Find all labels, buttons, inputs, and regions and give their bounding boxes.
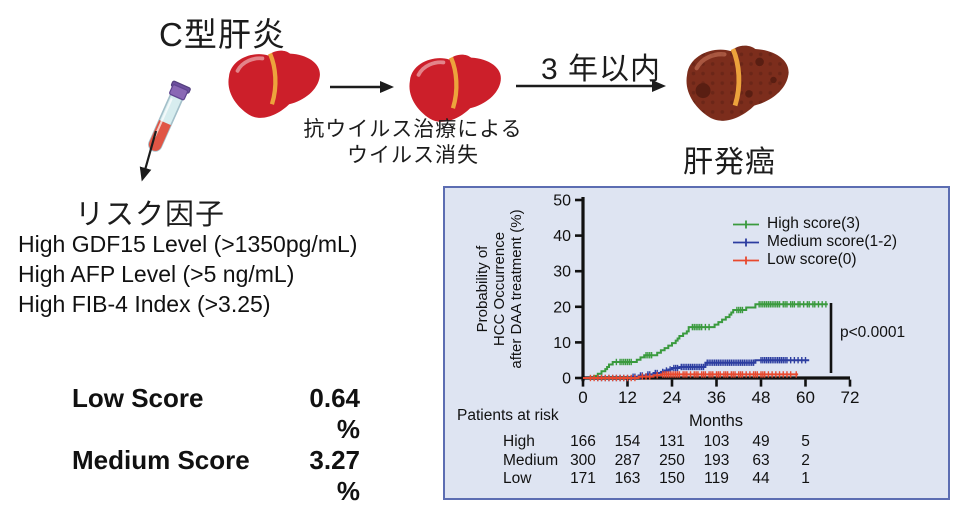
legend-marker-icon	[733, 256, 759, 264]
legend-item: High score(3)	[732, 215, 897, 233]
y-tick-label: 50	[553, 193, 571, 210]
y-tick-label: 10	[553, 335, 571, 352]
x-tick-label: 48	[752, 388, 771, 407]
y-tick-label: 0	[562, 371, 571, 388]
risk-count: 300	[570, 451, 596, 469]
risk-row-label: High	[503, 433, 535, 450]
x-tick-label: 36	[707, 388, 726, 407]
diagram-title: C型肝炎	[159, 16, 286, 53]
risk-count: 166	[570, 433, 596, 450]
p-value: p<0.0001	[840, 324, 906, 341]
score-row-low: Low Score 0.64 %	[72, 383, 360, 445]
timeframe-label: 3 年以内	[541, 53, 662, 86]
score-value: 15.3 %	[280, 507, 360, 511]
km-curve-high	[583, 303, 828, 379]
score-row-high: High Score 15.3 %	[72, 507, 360, 511]
score-value: 3.27 %	[309, 445, 360, 506]
legend-label: Low score(0)	[767, 251, 857, 268]
score-label: Medium Score	[72, 445, 250, 475]
risk-row-label: Low	[503, 470, 532, 487]
blood-test-tube-icon	[148, 80, 191, 152]
score-value: 0.64 %	[309, 383, 360, 444]
liver-icon	[228, 50, 320, 118]
km-plot: 0 10 20 30 40 50 0 12 24 36 48 60 72	[553, 193, 860, 408]
risk-count: 131	[659, 433, 685, 450]
risk-count: 63	[752, 451, 770, 469]
y-tick-label: 30	[553, 264, 571, 281]
arrow-right-icon	[516, 80, 666, 92]
cirrhotic-liver-icon	[686, 45, 789, 121]
risk-count: 193	[703, 451, 730, 469]
risk-count: 2	[801, 451, 810, 469]
risk-factor-fib4: High FIB-4 Index (>3.25)	[18, 291, 271, 317]
risk-count: 171	[570, 470, 596, 487]
legend-item: Low score(0)	[732, 251, 897, 269]
x-tick-label: 12	[618, 388, 637, 407]
legend-item: Medium score(1-2)	[732, 233, 897, 251]
legend-label: High score(3)	[767, 215, 861, 232]
arrow-down-icon	[139, 130, 158, 182]
risk-count: 44	[752, 470, 770, 487]
x-tick-label: 72	[841, 388, 860, 407]
treatment-caption-line2: ウイルス消失	[347, 144, 479, 167]
score-incidence-table: Low Score 0.64 % Medium Score 3.27 % Hig…	[72, 383, 360, 511]
risk-count: 150	[659, 470, 685, 487]
risk-count: 119	[704, 470, 729, 487]
legend-marker-icon	[733, 220, 759, 228]
y-tick-label: 20	[553, 299, 571, 316]
risk-factors-header: リスク因子	[75, 199, 226, 231]
risk-factor-gdf15: High GDF15 Level (>1350pg/mL)	[18, 231, 358, 257]
chart-legend: High score(3) Medium score(1-2) Low score(…	[732, 215, 897, 269]
risk-count: 250	[659, 451, 685, 469]
arrow-right-icon	[330, 81, 394, 93]
legend-label: Medium score(1-2)	[767, 233, 898, 250]
risk-row-label: Medium	[503, 451, 559, 469]
treatment-caption-line1: 抗ウイルス治療による	[303, 118, 523, 141]
score-label: Low Score	[72, 383, 204, 413]
risk-factor-afp: High AFP Level (>5 ng/mL)	[18, 261, 295, 287]
patients-at-risk-header: Patients at risk	[457, 407, 559, 424]
risk-count: 163	[614, 470, 641, 487]
km-chart-panel: Probability of HCC Occurrence after DAA …	[443, 186, 950, 500]
risk-count: 5	[801, 433, 810, 450]
risk-count: 287	[614, 451, 641, 469]
patients-at-risk-table: High 166 154 131 103 49 5 Medium 300 287 250 193 63 2…	[445, 188, 948, 498]
risk-count: 103	[703, 433, 730, 450]
risk-count: 154	[614, 433, 641, 450]
x-axis-label: Months	[688, 412, 744, 430]
risk-count: 1	[801, 470, 810, 487]
score-label: High Score	[72, 507, 280, 511]
x-tick-label: 0	[578, 388, 587, 407]
score-row-medium: Medium Score 3.27 %	[72, 445, 360, 507]
x-tick-label: 24	[663, 388, 682, 407]
legend-marker-icon	[733, 238, 759, 246]
risk-count: 49	[752, 433, 770, 450]
x-tick-label: 60	[796, 388, 815, 407]
y-tick-label: 40	[553, 228, 571, 245]
outcome-label: 肝発癌	[683, 146, 776, 179]
km-curve-low	[583, 373, 799, 379]
risk-factors-list: High GDF15 Level (>1350pg/mL) High AFP L…	[18, 229, 357, 319]
liver-icon	[409, 54, 501, 122]
treatment-caption: 抗ウイルス治療による ウイルス消失	[287, 117, 539, 169]
